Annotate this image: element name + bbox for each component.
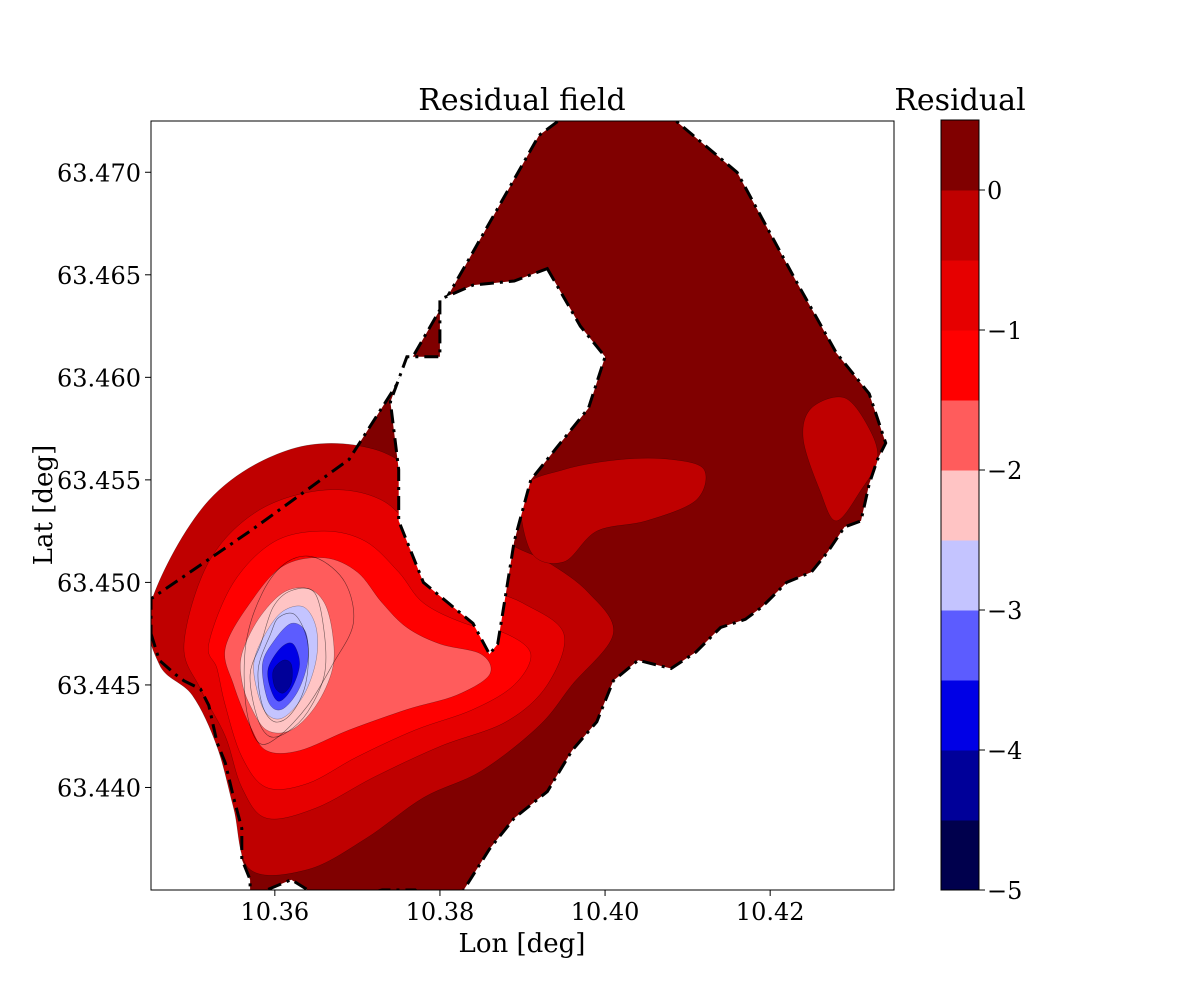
colorbar-segment <box>941 190 979 261</box>
thin-contour-1 <box>249 587 327 738</box>
x-tick-label: 10.36 <box>240 898 309 926</box>
colorbar-title: Residual <box>894 83 1025 118</box>
y-tick-label: 63.455 <box>57 467 141 495</box>
colorbar-segment <box>941 610 979 681</box>
contour-band-2 <box>520 457 707 564</box>
thin-contour-2 <box>243 555 355 745</box>
colorbar-tick-label: 0 <box>987 177 1002 205</box>
x-axis-label: Lon [deg] <box>459 929 586 959</box>
y-tick-label: 63.440 <box>57 774 141 802</box>
colorbar-segment <box>941 540 979 611</box>
plot-area <box>151 121 888 890</box>
survey-boundary <box>151 121 888 890</box>
y-tick-label: 63.470 <box>57 159 141 187</box>
colorbar-segment <box>941 750 979 821</box>
y-tick-label: 63.445 <box>57 672 141 700</box>
colorbar-segment <box>941 470 979 541</box>
y-axis-label: Lat [deg] <box>29 445 59 565</box>
colorbar-tick-label: −5 <box>987 877 1022 905</box>
colorbar-segment <box>941 330 979 401</box>
contour-band-11 <box>272 659 293 694</box>
y-tick-label: 63.460 <box>57 364 141 392</box>
plot-frame <box>150 120 895 891</box>
colorbar-tick-label: −3 <box>987 597 1022 625</box>
x-axis-ticks: 10.36 10.38 10.40 10.42 <box>240 890 805 926</box>
colorbar-tick-label: −1 <box>987 317 1022 345</box>
colorbar-segment <box>941 820 979 891</box>
colorbar: 0 −1 −2 −3 −4 −5 <box>940 119 1022 905</box>
x-tick-label: 10.40 <box>571 898 640 926</box>
colorbar-segment <box>941 120 979 191</box>
contour-band-3 <box>802 396 878 522</box>
x-tick-label: 10.42 <box>736 898 805 926</box>
thin-contours <box>243 555 355 745</box>
y-tick-label: 63.450 <box>57 569 141 597</box>
island-hole-outline <box>388 266 607 657</box>
thin-contour-0 <box>257 612 309 723</box>
chart-title: Residual field <box>418 83 625 118</box>
y-axis-ticks: 63.440 63.445 63.450 63.455 63.460 63.465 63.4… <box>57 159 151 802</box>
colorbar-segment <box>941 260 979 331</box>
colorbar-frame <box>940 119 980 891</box>
colorbar-tick-label: −4 <box>987 737 1022 765</box>
y-tick-label: 63.465 <box>57 262 141 290</box>
colorbar-segment <box>941 680 979 751</box>
colorbar-segment <box>941 400 979 471</box>
x-tick-label: 10.38 <box>406 898 475 926</box>
colorbar-tick-label: −2 <box>987 457 1022 485</box>
